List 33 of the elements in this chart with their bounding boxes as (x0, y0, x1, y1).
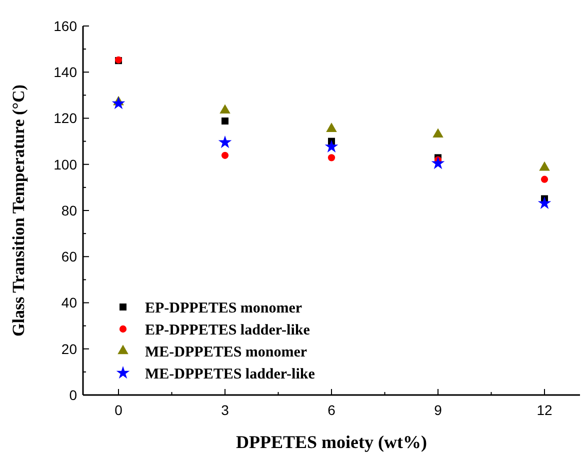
point (220, 104, 230, 114)
x-tick-label: 6 (328, 402, 336, 418)
point (431, 156, 445, 170)
y-tick-label: 100 (54, 156, 78, 172)
point (538, 196, 552, 210)
x-tick-label: 3 (221, 402, 230, 418)
point (221, 152, 229, 159)
point (222, 118, 228, 125)
x-tick-label: 0 (114, 402, 123, 418)
point (328, 154, 336, 162)
x-axis-title: DPPETES moiety (wt%) (236, 432, 427, 452)
legend-label: EP-DPPETES ladder-like (145, 322, 310, 338)
y-axis-title: Glass Transition Temperature (°C) (9, 84, 28, 336)
point (324, 140, 338, 153)
point (218, 135, 232, 148)
y-tick-label: 40 (61, 294, 78, 311)
point (539, 161, 550, 171)
x-tick-label: 12 (536, 402, 552, 418)
point (326, 122, 337, 132)
y-tick-label: 80 (61, 202, 78, 218)
legend-label: ME-DPPETES ladder-like (145, 366, 316, 382)
point (112, 96, 126, 110)
y-tick-label: 20 (61, 340, 78, 357)
x-tick-label: 9 (434, 402, 442, 418)
y-tick-label: 120 (54, 110, 78, 126)
y-tick-label: 60 (61, 248, 78, 265)
legend-label: ME-DPPETES monomer (145, 344, 308, 360)
y-tick-label: 0 (69, 386, 78, 403)
y-tick-label: 160 (54, 18, 78, 34)
y-tick-label: 140 (54, 64, 78, 80)
point (540, 176, 548, 183)
legend-label: EP-DPPETES monomer (145, 300, 302, 316)
point (432, 128, 444, 138)
